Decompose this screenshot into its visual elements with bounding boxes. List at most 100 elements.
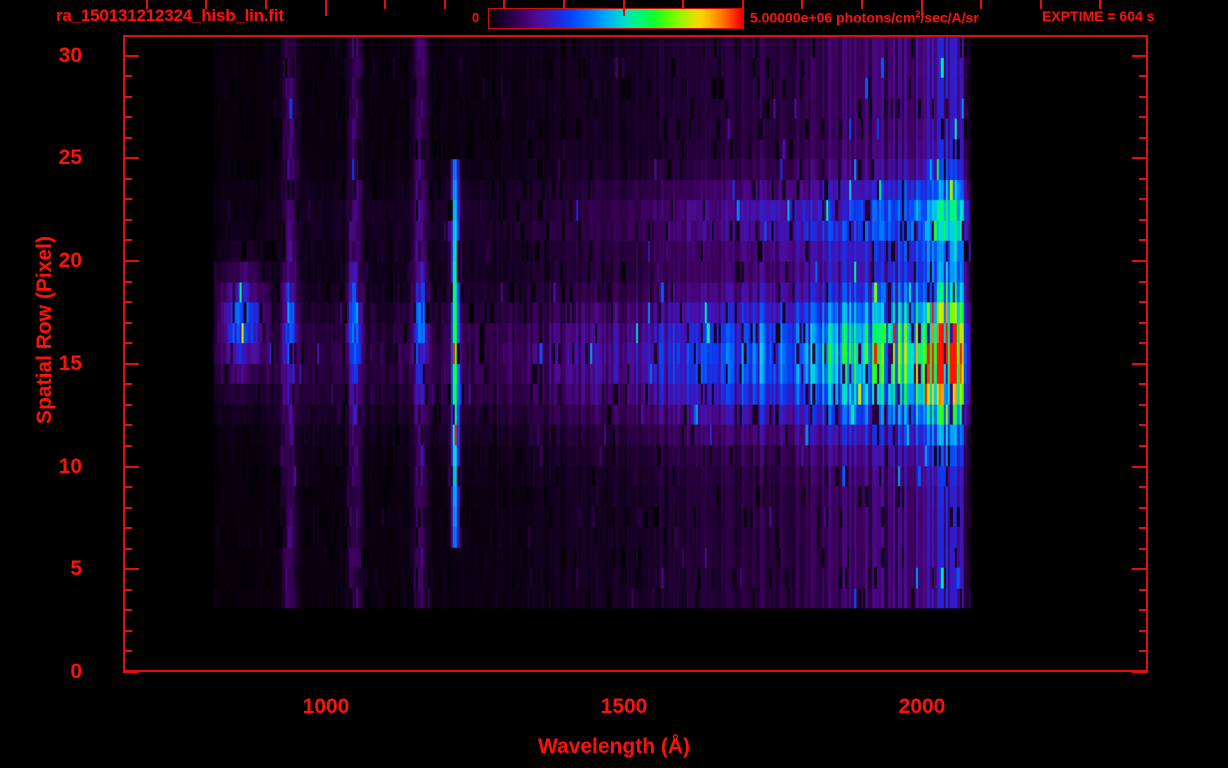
x-tick-top-1200 xyxy=(444,0,446,9)
y-tick-0 xyxy=(123,671,139,673)
y-tick-right-28 xyxy=(1139,96,1148,98)
y-tick-4 xyxy=(123,589,132,591)
y-tick-label-0: 0 xyxy=(70,660,82,683)
colorbar-max-units: /sec/A/sr xyxy=(920,9,979,26)
y-tick-right-16 xyxy=(1139,342,1148,344)
y-tick-13 xyxy=(123,404,132,406)
y-tick-7 xyxy=(123,527,132,529)
y-tick-right-14 xyxy=(1139,383,1148,385)
y-tick-11 xyxy=(123,445,132,447)
y-tick-label-15: 15 xyxy=(58,352,82,375)
page-title: ra_150131212324_hisb_lin.fit xyxy=(56,6,284,25)
y-tick-29 xyxy=(123,75,132,77)
y-tick-right-24 xyxy=(1139,178,1148,180)
y-tick-right-22 xyxy=(1139,219,1148,221)
y-tick-right-12 xyxy=(1139,424,1148,426)
y-tick-1 xyxy=(123,650,132,652)
y-tick-10 xyxy=(123,466,139,468)
y-tick-right-20 xyxy=(1132,260,1148,262)
y-tick-2 xyxy=(123,630,132,632)
x-tick-top-1600 xyxy=(682,0,684,9)
y-tick-15 xyxy=(123,363,139,365)
colorbar-min-label: 0 xyxy=(472,10,480,25)
colorbar-max-exponent: 2 xyxy=(915,9,921,19)
y-tick-18 xyxy=(123,301,132,303)
x-tick-top-1800 xyxy=(801,0,803,9)
y-tick-right-13 xyxy=(1139,404,1148,406)
colorbar-max-value: 5.00000e+06 photons/cm xyxy=(750,9,916,26)
y-tick-24 xyxy=(123,178,132,180)
y-tick-right-8 xyxy=(1139,507,1148,509)
x-tick-top-2200 xyxy=(1040,0,1042,9)
y-tick-right-23 xyxy=(1139,198,1148,200)
y-tick-right-26 xyxy=(1139,137,1148,139)
y-tick-right-7 xyxy=(1139,527,1148,529)
colorbar-max-label: 5.00000e+06 photons/cm2/sec/A/sr xyxy=(750,9,979,26)
x-tick-top-1100 xyxy=(384,0,386,9)
y-tick-right-30 xyxy=(1132,55,1148,57)
y-tick-9 xyxy=(123,486,132,488)
y-tick-16 xyxy=(123,342,132,344)
y-tick-28 xyxy=(123,96,132,98)
y-tick-right-19 xyxy=(1139,281,1148,283)
x-tick-top-1900 xyxy=(861,0,863,9)
x-tick-top-2300 xyxy=(1099,0,1101,9)
y-tick-right-0 xyxy=(1132,671,1148,673)
y-tick-right-25 xyxy=(1132,157,1148,159)
y-tick-label-10: 10 xyxy=(58,455,82,478)
y-tick-right-2 xyxy=(1139,630,1148,632)
y-tick-22 xyxy=(123,219,132,221)
x-tick-label-2000: 2000 xyxy=(898,695,946,718)
exposure-time-label: EXPTIME = 604 s xyxy=(1042,8,1155,24)
y-tick-26 xyxy=(123,137,132,139)
y-tick-14 xyxy=(123,383,132,385)
y-tick-right-3 xyxy=(1139,609,1148,611)
y-tick-right-29 xyxy=(1139,75,1148,77)
x-tick-top-700 xyxy=(146,0,148,9)
y-tick-right-11 xyxy=(1139,445,1148,447)
x-tick-top-1400 xyxy=(563,0,565,9)
colorbar-gradient xyxy=(489,9,743,28)
y-tick-6 xyxy=(123,548,132,550)
x-tick-top-1000 xyxy=(325,0,327,16)
y-tick-20 xyxy=(123,260,139,262)
x-tick-label-1000: 1000 xyxy=(302,695,350,718)
y-tick-label-5: 5 xyxy=(70,557,82,580)
y-tick-right-27 xyxy=(1139,116,1148,118)
x-tick-top-2000 xyxy=(921,0,923,16)
y-tick-8 xyxy=(123,507,132,509)
y-tick-25 xyxy=(123,157,139,159)
y-tick-right-10 xyxy=(1132,466,1148,468)
y-tick-3 xyxy=(123,609,132,611)
y-tick-right-1 xyxy=(1139,650,1148,652)
y-tick-right-6 xyxy=(1139,548,1148,550)
y-tick-label-20: 20 xyxy=(58,249,82,272)
y-tick-27 xyxy=(123,116,132,118)
y-tick-right-9 xyxy=(1139,486,1148,488)
y-tick-12 xyxy=(123,424,132,426)
y-tick-right-17 xyxy=(1139,322,1148,324)
colorbar xyxy=(488,8,744,29)
x-tick-top-1300 xyxy=(503,0,505,9)
x-tick-label-1500: 1500 xyxy=(600,695,648,718)
spectrogram-image xyxy=(125,37,1146,670)
y-tick-right-21 xyxy=(1139,239,1148,241)
y-tick-5 xyxy=(123,568,139,570)
x-tick-top-1500 xyxy=(623,0,625,16)
y-axis-title: Spatial Row (Pixel) xyxy=(33,236,56,424)
y-tick-right-4 xyxy=(1139,589,1148,591)
y-tick-17 xyxy=(123,322,132,324)
y-tick-30 xyxy=(123,55,139,57)
y-tick-19 xyxy=(123,281,132,283)
y-tick-right-18 xyxy=(1139,301,1148,303)
y-tick-21 xyxy=(123,239,132,241)
x-tick-top-1700 xyxy=(742,0,744,9)
x-tick-top-2100 xyxy=(980,0,982,9)
y-tick-right-15 xyxy=(1132,363,1148,365)
y-tick-label-25: 25 xyxy=(58,146,82,169)
y-tick-label-30: 30 xyxy=(58,44,82,67)
y-tick-right-5 xyxy=(1132,568,1148,570)
x-axis-title: Wavelength (Å) xyxy=(537,735,691,758)
x-tick-top-900 xyxy=(265,0,267,9)
